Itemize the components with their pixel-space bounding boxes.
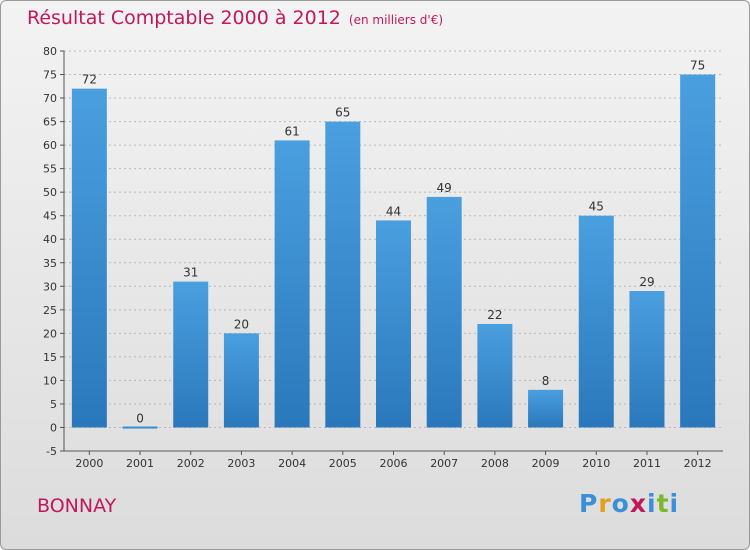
y-tick-label: 80 <box>43 45 57 58</box>
logo-letter: i <box>669 489 680 518</box>
x-tick-label-2008: 2008 <box>481 457 509 470</box>
x-tick-label-2000: 2000 <box>75 457 103 470</box>
bar-2008[interactable] <box>477 323 513 428</box>
y-tick-label: 0 <box>50 421 57 434</box>
data-label-2006: 44 <box>386 204 401 218</box>
y-tick-label: -5 <box>46 445 57 458</box>
y-tick-label: 70 <box>43 92 57 105</box>
y-tick-label: 45 <box>43 210 57 223</box>
y-tick-label: 50 <box>43 186 57 199</box>
bar-2006[interactable] <box>376 220 411 428</box>
bar-2011[interactable] <box>629 291 665 428</box>
y-tick-label: 10 <box>43 374 57 387</box>
data-label-2002: 31 <box>183 266 198 280</box>
y-tick-label: 55 <box>43 163 57 176</box>
data-label-2012: 75 <box>690 59 705 73</box>
x-tick-label-2006: 2006 <box>380 457 408 470</box>
bar-2012[interactable] <box>680 74 716 428</box>
y-tick-label: 35 <box>43 257 57 270</box>
y-tick-label: 25 <box>43 304 57 317</box>
data-label-2010: 45 <box>589 200 604 214</box>
y-tick-label: 15 <box>43 351 57 364</box>
data-label-2005: 65 <box>335 106 350 120</box>
y-tick-label: 65 <box>43 116 57 129</box>
data-label-2003: 20 <box>234 317 249 331</box>
x-tick-label-2003: 2003 <box>227 457 255 470</box>
data-label-2004: 61 <box>284 124 299 138</box>
x-tick-label-2002: 2002 <box>177 457 205 470</box>
chart-title-text: Résultat Comptable 2000 à 2012 <box>27 7 341 29</box>
bar-2000[interactable] <box>71 88 107 428</box>
y-tick-label: 20 <box>43 327 57 340</box>
bar-2007[interactable] <box>426 196 462 428</box>
logo-letter: x <box>629 489 647 518</box>
x-tick-label-2009: 2009 <box>532 457 560 470</box>
chart-subtitle: (en milliers d'€) <box>348 13 444 27</box>
data-label-2000: 72 <box>82 73 97 87</box>
logo-letter: r <box>598 489 612 518</box>
x-tick-label-2012: 2012 <box>684 457 712 470</box>
data-label-2011: 29 <box>639 275 654 289</box>
commune-name: BONNAY <box>37 495 117 517</box>
logo-letter: i <box>647 489 657 518</box>
bar-2002[interactable] <box>173 281 209 428</box>
bar-2003[interactable] <box>223 333 259 428</box>
logo-letter: o <box>611 489 630 518</box>
x-tick-label-2007: 2007 <box>430 457 458 470</box>
y-tick-label: 40 <box>43 233 57 246</box>
data-label-2009: 8 <box>542 374 550 388</box>
data-label-2008: 22 <box>487 308 502 322</box>
data-label-2001: 0 <box>136 411 144 425</box>
y-tick-label: 75 <box>43 69 57 82</box>
bar-2009[interactable] <box>528 389 564 428</box>
logo-letter: P <box>579 489 599 518</box>
y-tick-label: 60 <box>43 139 57 152</box>
bar-2001[interactable] <box>122 426 158 429</box>
y-tick-label: 5 <box>50 398 57 411</box>
bar-2010[interactable] <box>578 215 614 428</box>
bar-2005[interactable] <box>325 121 361 428</box>
chart-title: Résultat Comptable 2000 à 2012 (en millie… <box>27 7 443 29</box>
x-tick-label-2010: 2010 <box>582 457 610 470</box>
proxiti-logo[interactable]: Proxiti <box>579 489 679 518</box>
logo-letter: t <box>656 489 670 518</box>
x-tick-label-2011: 2011 <box>633 457 661 470</box>
x-tick-label-2005: 2005 <box>329 457 357 470</box>
bar-2004[interactable] <box>274 140 310 428</box>
data-label-2007: 49 <box>437 181 452 195</box>
y-tick-label: 30 <box>43 280 57 293</box>
x-tick-label-2004: 2004 <box>278 457 306 470</box>
x-tick-label-2001: 2001 <box>126 457 154 470</box>
